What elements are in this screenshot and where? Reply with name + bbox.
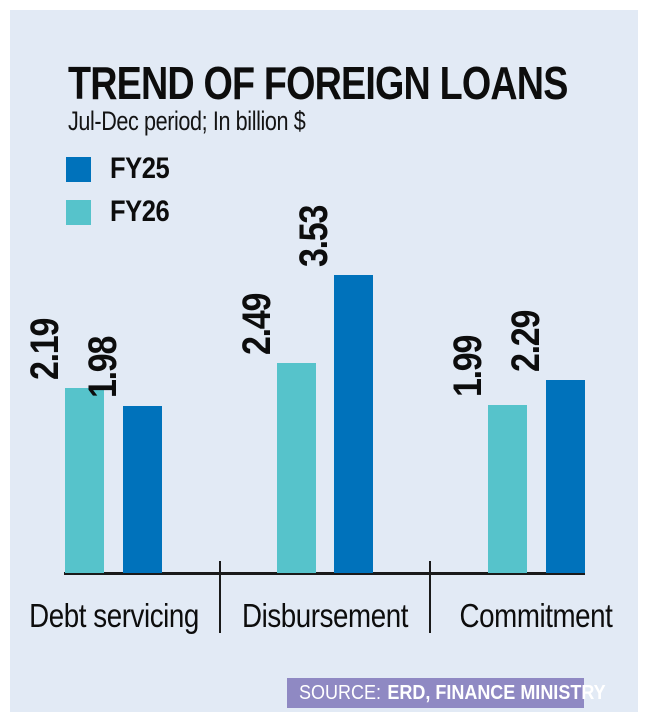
bar-fy26-disbursement: [277, 363, 316, 573]
source-text: ERD, FINANCE MINISTRY: [387, 681, 606, 704]
chart-subtitle: Jul-Dec period; In billion $: [68, 106, 306, 136]
bar-fy25-disbursement: [334, 275, 373, 573]
source-prefix: SOURCE:: [299, 681, 382, 704]
legend-label-fy26: FY26: [110, 195, 170, 228]
value-label-fy25-commitment: 2.29: [503, 310, 548, 372]
category-separator-1: [219, 561, 221, 633]
category-label-debt-servicing: Debt servicing: [29, 597, 199, 634]
bar-fy25-debt-servicing: [123, 406, 162, 573]
value-label-fy26-disbursement: 2.49: [234, 293, 279, 355]
bar-fy25-commitment: [546, 380, 585, 573]
legend: FY25 FY26: [66, 152, 180, 228]
bar-fy26-commitment: [488, 405, 527, 573]
legend-item-fy26: FY26: [66, 195, 180, 228]
legend-label-fy25: FY25: [110, 152, 170, 185]
legend-swatch-fy26: [66, 199, 91, 225]
category-label-disbursement: Disbursement: [242, 597, 408, 634]
legend-item-fy25: FY25: [66, 152, 180, 185]
x-axis-baseline: [64, 572, 585, 575]
legend-swatch-fy25: [66, 156, 91, 182]
value-label-fy25-debt-servicing: 1.98: [80, 336, 125, 398]
value-label-fy25-disbursement: 3.53: [291, 205, 336, 267]
source-line: SOURCE: ERD, FINANCE MINISTRY: [299, 682, 606, 705]
chart-title: TREND OF FOREIGN LOANS: [68, 57, 568, 109]
category-label-commitment: Commitment: [459, 597, 613, 634]
source-strip: SOURCE: ERD, FINANCE MINISTRY: [287, 678, 606, 708]
chart-panel: [10, 10, 638, 712]
bar-fy26-debt-servicing: [65, 388, 104, 573]
category-separator-2: [429, 561, 431, 633]
value-label-fy26-debt-servicing: 2.19: [22, 318, 67, 380]
value-label-fy26-commitment: 1.99: [445, 335, 490, 397]
